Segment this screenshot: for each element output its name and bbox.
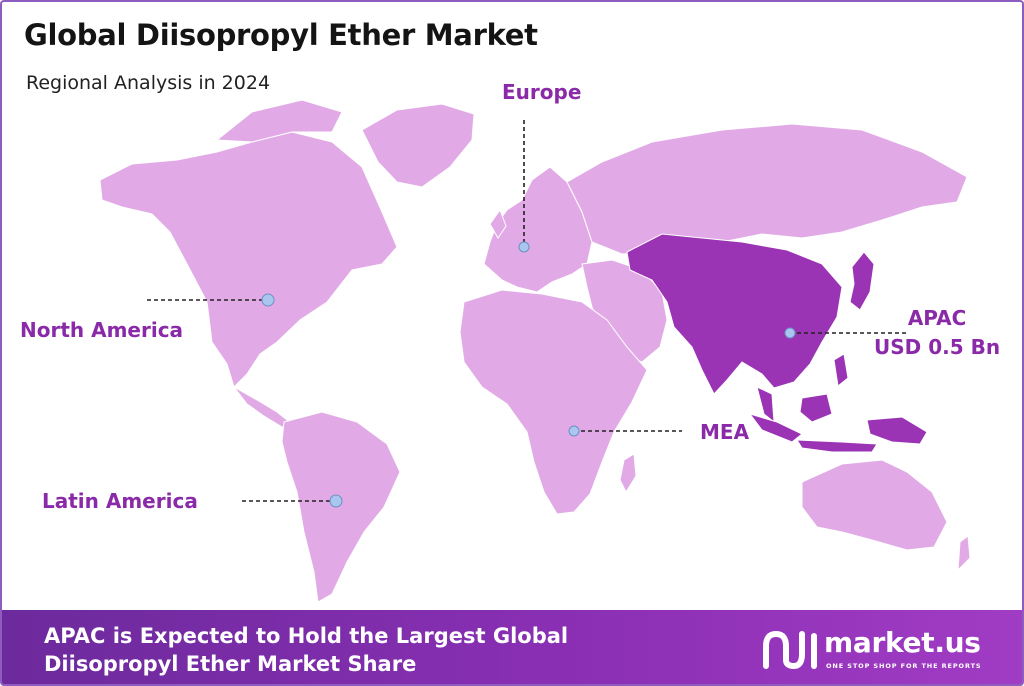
region-arctic-islands	[215, 99, 343, 143]
apac-value: USD 0.5 Bn	[874, 335, 1001, 359]
world-map	[99, 99, 971, 603]
region-south-america	[281, 411, 401, 603]
marker-apac	[784, 327, 796, 339]
footer-line-1: APAC is Expected to Hold the Largest Glo…	[44, 624, 569, 648]
region-indonesia-east	[796, 439, 878, 453]
page-subtitle: Regional Analysis in 2024	[26, 72, 271, 94]
region-borneo	[799, 393, 833, 423]
region-africa	[459, 289, 648, 515]
footer-statement: APAC is Expected to Hold the Largest Glo…	[44, 622, 568, 678]
marker-europe	[518, 241, 530, 253]
region-uk	[489, 208, 507, 239]
marker-north-america	[261, 293, 275, 307]
region-philippines	[833, 353, 849, 387]
region-label-latin-america: Latin America	[42, 489, 198, 513]
region-label-apac: APAC USD 0.5 Bn	[874, 304, 1000, 362]
apac-label: APAC	[907, 306, 967, 330]
marker-latin-america	[329, 494, 343, 508]
logo-name: market.us	[824, 626, 981, 659]
region-russia	[566, 123, 968, 255]
region-apac	[626, 233, 843, 395]
region-new-zealand	[957, 535, 971, 572]
footer-banner: APAC is Expected to Hold the Largest Glo…	[2, 610, 1022, 684]
region-label-europe: Europe	[502, 80, 582, 104]
region-australia	[801, 459, 948, 551]
region-label-north-america: North America	[20, 318, 184, 342]
marker-mea	[568, 425, 580, 437]
region-new-guinea	[866, 416, 928, 445]
market-us-logo: market.us ONE STOP SHOP FOR THE REPORTS	[760, 624, 1000, 676]
region-greenland	[361, 103, 475, 188]
region-label-mea: MEA	[700, 420, 750, 444]
page-title: Global Diisopropyl Ether Market	[24, 18, 538, 52]
region-madagascar	[619, 453, 637, 494]
footer-line-2: Diisopropyl Ether Market Share	[44, 652, 417, 676]
region-japan	[849, 251, 875, 311]
market-us-logo-icon	[763, 630, 817, 670]
region-indonesia-west	[748, 413, 803, 443]
region-north-america	[99, 131, 398, 388]
region-central-america	[233, 386, 293, 429]
logo-tagline: ONE STOP SHOP FOR THE REPORTS	[826, 662, 982, 670]
